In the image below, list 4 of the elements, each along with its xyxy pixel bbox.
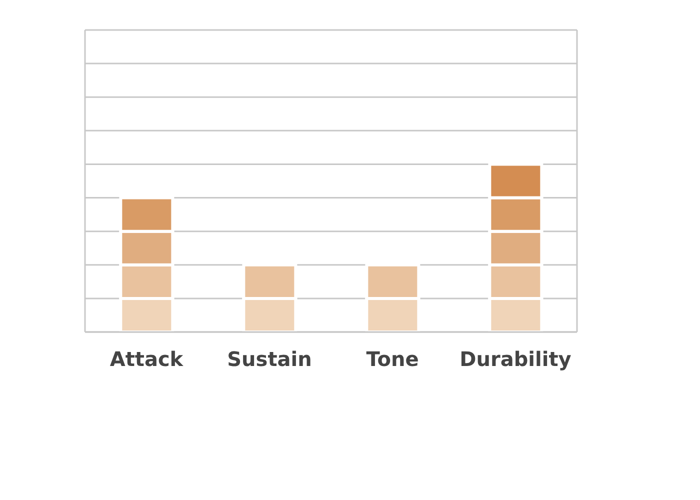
x-tick-label: Attack	[110, 347, 184, 372]
x-tick-label: Sustain	[227, 347, 312, 372]
x-tick-label: Tone	[366, 347, 419, 372]
x-tick-label: Durability	[460, 347, 572, 372]
